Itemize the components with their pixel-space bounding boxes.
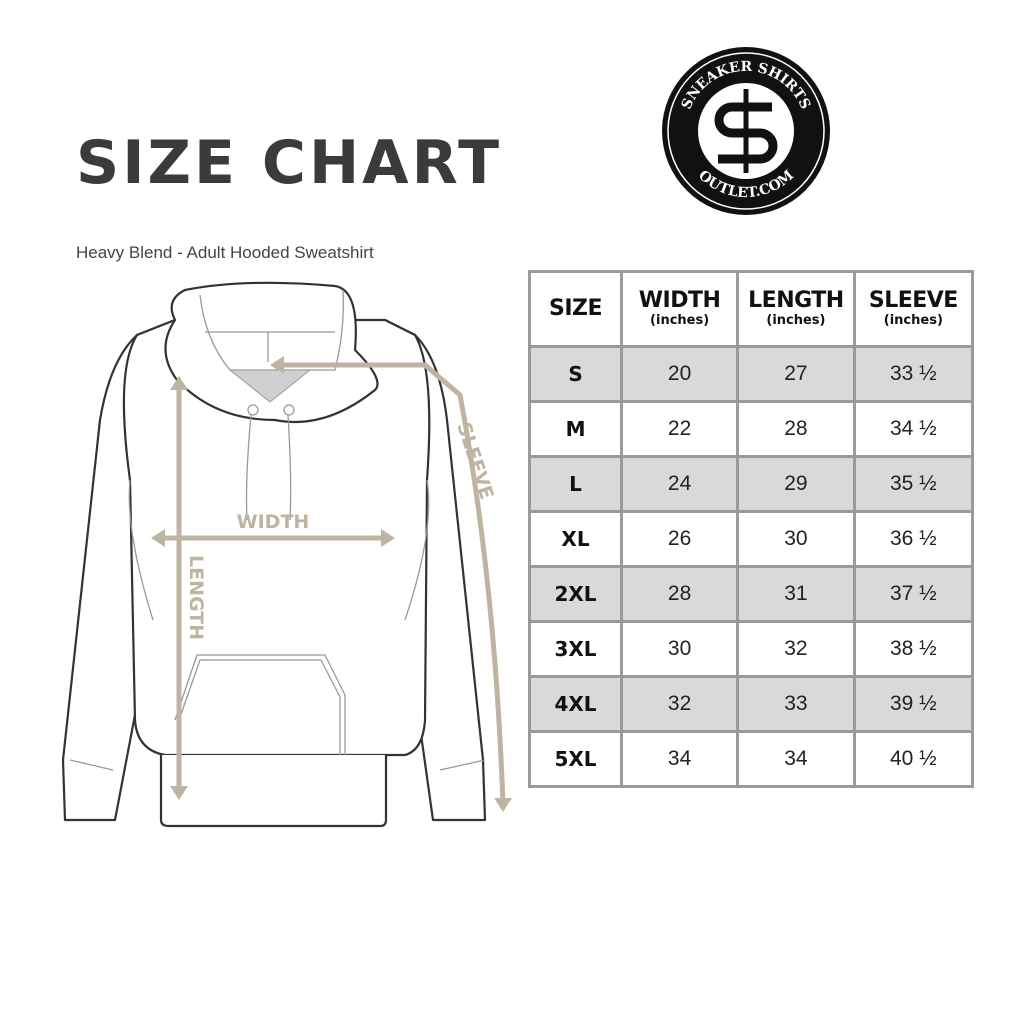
length-cell: 30 bbox=[736, 510, 856, 568]
size-cell: M bbox=[527, 400, 624, 458]
page-title: SIZE CHART bbox=[76, 128, 503, 198]
sleeve-cell: 38 ½ bbox=[852, 620, 975, 678]
size-cell: 3XL bbox=[527, 620, 624, 678]
sleeve-arrow-end-icon bbox=[494, 798, 512, 812]
table-row: 3XL 30 32 38 ½ bbox=[527, 620, 975, 678]
table-row: M 22 28 34 ½ bbox=[527, 400, 975, 458]
width-cell: 32 bbox=[620, 675, 740, 733]
width-cell: 20 bbox=[620, 345, 740, 403]
width-cell: 28 bbox=[620, 565, 740, 623]
sleeve-cell: 34 ½ bbox=[852, 400, 975, 458]
length-arrow-bottom-icon bbox=[170, 786, 188, 800]
size-cell: 5XL bbox=[527, 730, 624, 788]
table-row: 4XL 32 33 39 ½ bbox=[527, 675, 975, 733]
length-label: LENGTH bbox=[185, 555, 207, 640]
ss-monogram-icon bbox=[714, 89, 778, 173]
header-width: WIDTH (inches) bbox=[620, 270, 740, 348]
product-subtitle: Heavy Blend - Adult Hooded Sweatshirt bbox=[76, 243, 374, 262]
hoodie-diagram: WIDTH LENGTH SLEEVE bbox=[61, 281, 512, 828]
waistband bbox=[159, 755, 388, 828]
size-cell: S bbox=[527, 345, 624, 403]
sleeve-arrow-line bbox=[274, 362, 506, 808]
table-row: XL 26 30 36 ½ bbox=[527, 510, 975, 568]
sleeve-cell: 36 ½ bbox=[852, 510, 975, 568]
table-header-row: SIZE WIDTH (inches) LENGTH (inches) SLEEVE… bbox=[527, 270, 975, 348]
header-length: LENGTH (inches) bbox=[736, 270, 856, 348]
size-cell: 4XL bbox=[527, 675, 624, 733]
length-cell: 32 bbox=[736, 620, 856, 678]
width-cell: 22 bbox=[620, 400, 740, 458]
hood-lining bbox=[228, 369, 312, 403]
table-row: S 20 27 33 ½ bbox=[527, 345, 975, 403]
sleeve-cell: 40 ½ bbox=[852, 730, 975, 788]
width-cell: 30 bbox=[620, 620, 740, 678]
sleeve-label: SLEEVE bbox=[452, 420, 497, 502]
length-cell: 33 bbox=[736, 675, 856, 733]
length-cell: 31 bbox=[736, 565, 856, 623]
hood bbox=[164, 281, 379, 424]
sleeve-cell: 33 ½ bbox=[852, 345, 975, 403]
width-arrow-left-icon bbox=[151, 529, 165, 547]
size-cell: L bbox=[527, 455, 624, 513]
header-sleeve: SLEEVE (inches) bbox=[852, 270, 975, 348]
table-row: L 24 29 35 ½ bbox=[527, 455, 975, 513]
size-cell: 2XL bbox=[527, 565, 624, 623]
size-table: SIZE WIDTH (inches) LENGTH (inches) SLEEVE… bbox=[527, 270, 975, 788]
width-label: WIDTH bbox=[237, 511, 310, 533]
width-cell: 34 bbox=[620, 730, 740, 788]
table-row: 2XL 28 31 37 ½ bbox=[527, 565, 975, 623]
header-size: SIZE bbox=[527, 270, 624, 348]
sleeve-arrow-start-icon bbox=[270, 356, 284, 374]
length-cell: 29 bbox=[736, 455, 856, 513]
sleeve-cell: 35 ½ bbox=[852, 455, 975, 513]
width-arrow-right-icon bbox=[381, 529, 395, 547]
table-row: 5XL 34 34 40 ½ bbox=[527, 730, 975, 788]
width-cell: 24 bbox=[620, 455, 740, 513]
brand-logo: SNEAKER SHIRTS OUTLET.COM bbox=[662, 47, 830, 215]
sleeve-cell: 39 ½ bbox=[852, 675, 975, 733]
sleeve-cell: 37 ½ bbox=[852, 565, 975, 623]
length-cell: 28 bbox=[736, 400, 856, 458]
size-cell: XL bbox=[527, 510, 624, 568]
length-arrow-top-icon bbox=[170, 376, 188, 390]
length-cell: 27 bbox=[736, 345, 856, 403]
length-cell: 34 bbox=[736, 730, 856, 788]
width-cell: 26 bbox=[620, 510, 740, 568]
